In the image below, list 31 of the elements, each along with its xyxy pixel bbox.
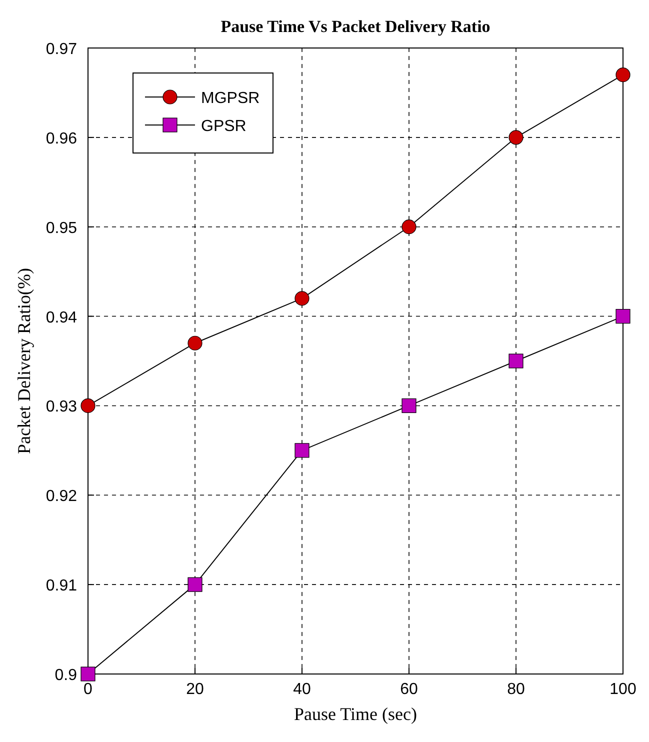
point [294, 291, 310, 306]
x-tick-label: 80 [507, 681, 525, 698]
y-tick-label: 0.95 [46, 220, 78, 237]
y-tick-label: 0.92 [46, 488, 78, 506]
point [188, 577, 202, 592]
point [616, 308, 630, 324]
point [188, 336, 202, 350]
y-tick-label: 0.97 [46, 41, 78, 58]
point [80, 666, 96, 682]
x-tick-label: 0 [84, 681, 93, 698]
point [508, 354, 524, 368]
chart-title: Pause Time Vs Packet Delivery Ratio [220, 17, 490, 36]
y-tick-label: 0.94 [46, 309, 78, 326]
x-tick-label: 40 [293, 681, 311, 698]
y-tick-label: 0.9 [54, 667, 78, 684]
point [508, 130, 524, 145]
legend-label: GPSR [201, 118, 246, 135]
legend-label: MGPSR [201, 90, 260, 107]
point [402, 220, 416, 234]
y-tick-label: 0.96 [46, 130, 78, 148]
x-tick-label: 100 [610, 681, 636, 698]
x-axis-title: Pause Time (sec) [294, 704, 417, 724]
y-tick-label: 0.93 [46, 398, 78, 416]
x-tick-label: 20 [186, 681, 204, 698]
point [294, 443, 310, 458]
point [80, 398, 96, 414]
y-tick-label: 0.91 [46, 578, 78, 595]
x-tick-label: 60 [400, 681, 418, 698]
y-axis-title: Packet Delivery Ratio(%) [14, 268, 34, 454]
point [402, 398, 416, 414]
point [616, 68, 630, 82]
